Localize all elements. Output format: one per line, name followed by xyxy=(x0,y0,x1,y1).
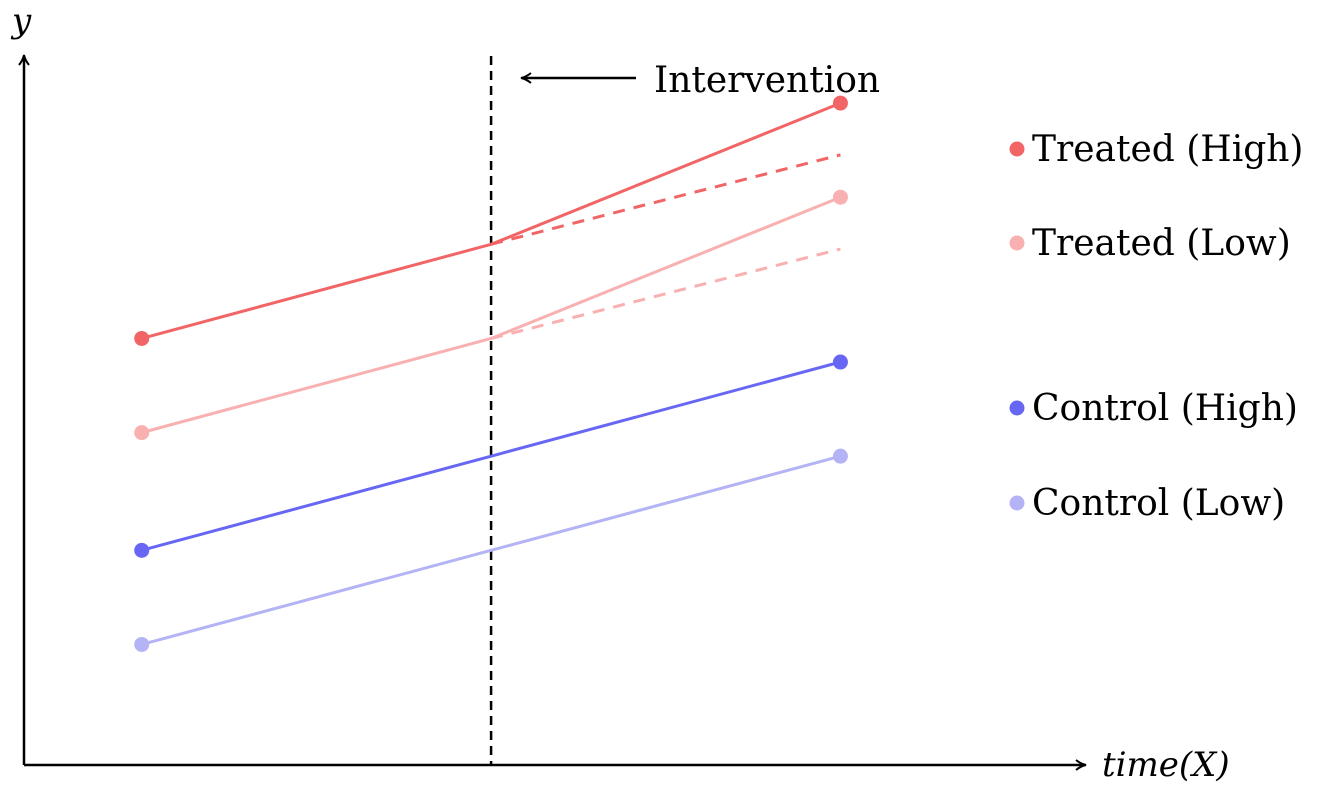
series-line xyxy=(141,454,841,646)
legend-label: Control (High) xyxy=(1032,388,1298,429)
legend-marker xyxy=(1009,495,1025,511)
intervention-label: Intervention xyxy=(654,60,880,101)
legend: Treated (High) Treated (Low) Control (High… xyxy=(1009,129,1303,524)
series-2 xyxy=(134,354,848,558)
series-3 xyxy=(134,448,848,652)
axes: y time(X) xyxy=(10,1,1230,785)
data-point xyxy=(832,354,848,370)
data-point xyxy=(832,95,848,111)
y-axis-label: y xyxy=(10,1,32,41)
x-axis-label: time(X) xyxy=(1102,745,1230,785)
intervention-marker: Intervention xyxy=(489,56,880,765)
data-point xyxy=(832,448,848,464)
legend-marker xyxy=(1009,235,1025,251)
legend-marker xyxy=(1009,141,1025,157)
counterfactual-line xyxy=(490,247,841,340)
series-0 xyxy=(134,95,848,346)
counterfactual-line xyxy=(490,153,841,246)
data-point xyxy=(134,425,150,441)
legend-marker xyxy=(1009,400,1025,416)
data-point xyxy=(134,330,150,346)
data-point xyxy=(134,636,150,652)
series-lines xyxy=(134,95,848,652)
legend-label: Control (Low) xyxy=(1032,483,1285,524)
legend-label: Treated (High) xyxy=(1032,129,1303,170)
data-point xyxy=(832,189,848,205)
legend-label: Treated (Low) xyxy=(1032,223,1291,264)
series-line xyxy=(141,360,841,552)
series-1 xyxy=(134,189,848,441)
data-point xyxy=(134,542,150,558)
